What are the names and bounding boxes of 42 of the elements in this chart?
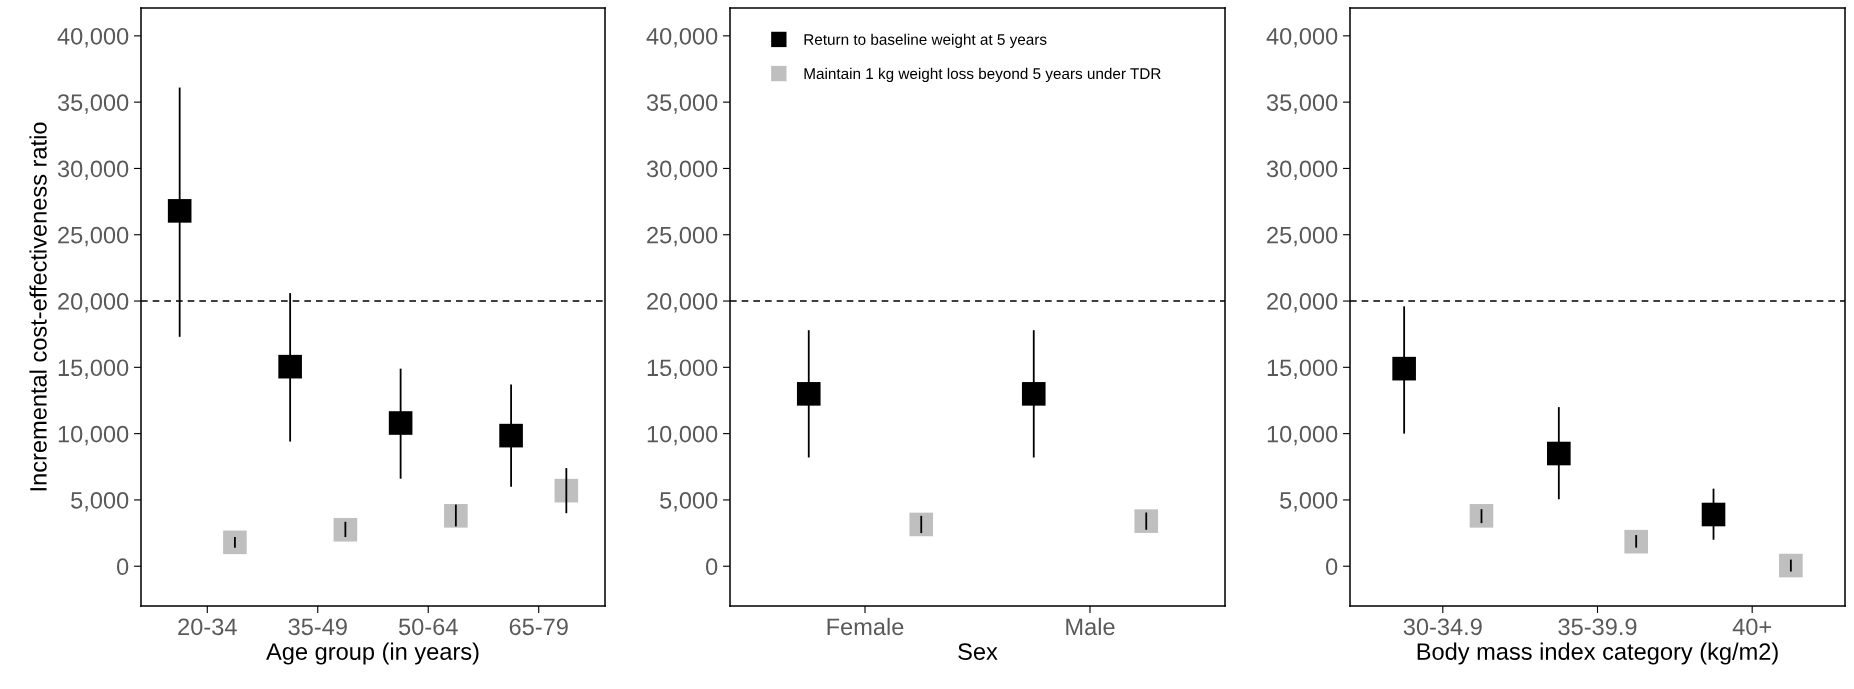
y-tick-label: 15,000 <box>1267 359 1338 379</box>
y-tick-label: 40,000 <box>57 27 129 48</box>
y-tick-label: 30,000 <box>57 160 129 181</box>
y-tick-label: 10,000 <box>647 425 718 446</box>
y-tick-label: 10,000 <box>1267 425 1338 446</box>
y-tick-label: 15,000 <box>58 359 129 379</box>
legend-label: Return to baseline weight at 5 years <box>804 33 1047 48</box>
legend-label: Maintain 1 kg weight loss beyond 5 years under TDR <box>804 67 1161 83</box>
y-tick-label: 5,000 <box>1280 491 1338 512</box>
y-tick-label: 5,000 <box>71 491 129 512</box>
y-axis-title: Incremental cost-effectiveness ratio <box>29 122 47 491</box>
x-axis-title: Body mass index category (kg/m2) <box>1417 642 1778 665</box>
x-tick-label: 40+ <box>1732 618 1772 636</box>
x-tick-label: 65-79 <box>509 618 568 636</box>
y-tick-label: 40,000 <box>1266 27 1338 48</box>
y-tick-label: 0 <box>705 558 718 576</box>
x-tick-label: 30-34.9 <box>1403 618 1482 636</box>
x-tick-label: 35-39.9 <box>1558 618 1637 636</box>
x-axis-title: Sex <box>958 643 998 660</box>
x-tick-label: Female <box>827 617 904 636</box>
y-tick-label: 35,000 <box>57 94 129 114</box>
y-tick-label: 20,000 <box>647 293 718 313</box>
y-tick-label: 30,000 <box>1266 160 1338 181</box>
y-tick-label: 10,000 <box>58 425 129 446</box>
y-tick-label: 25,000 <box>647 226 718 247</box>
y-tick-label: 20,000 <box>1267 293 1338 313</box>
y-tick-label: 25,000 <box>1267 226 1338 247</box>
y-tick-label: 30,000 <box>646 160 718 181</box>
y-tick-label: 0 <box>1325 558 1338 576</box>
y-tick-label: 40,000 <box>646 27 718 48</box>
y-tick-label: 35,000 <box>1266 94 1338 114</box>
y-tick-label: 35,000 <box>646 94 718 114</box>
x-tick-label: 50-64 <box>398 618 458 636</box>
y-tick-label: 0 <box>116 558 129 576</box>
y-tick-label: 20,000 <box>58 293 129 313</box>
x-axis-title: Age group (in years) <box>266 642 479 665</box>
y-tick-label: 25,000 <box>58 226 129 247</box>
x-tick-label: 35-49 <box>288 618 347 636</box>
x-tick-label: Male <box>1066 617 1115 636</box>
y-tick-label: 5,000 <box>660 491 718 512</box>
x-tick-label: 20-34 <box>178 618 237 636</box>
y-tick-label: 15,000 <box>647 359 718 379</box>
